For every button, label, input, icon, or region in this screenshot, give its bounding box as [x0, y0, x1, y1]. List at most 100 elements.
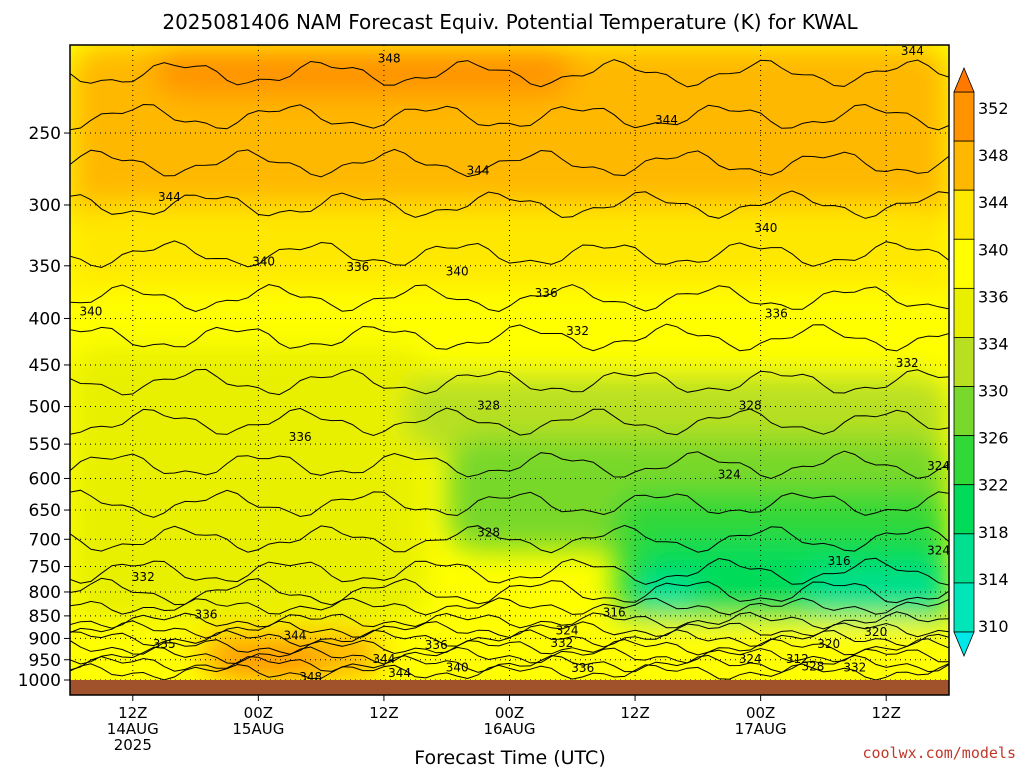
contour-label: 336 [425, 638, 448, 652]
x-tick-label: 00Z [495, 704, 524, 722]
contour-label: 332 [896, 356, 919, 370]
x-tick-label: 00Z [746, 704, 775, 722]
contour-label: 336 [346, 260, 369, 274]
contour-line [70, 283, 949, 313]
y-tick-label: 850 [29, 607, 61, 627]
y-tick-label: 550 [29, 435, 61, 455]
colorbar-swatch [953, 337, 975, 387]
contour-line [70, 323, 949, 352]
contour-label: 312 [786, 652, 809, 666]
colorbar-label: 352 [978, 99, 1009, 118]
colorbar-top-arrow [953, 66, 975, 93]
contour-label: 328 [477, 525, 500, 539]
y-tick-label: 750 [29, 557, 61, 577]
colorbar-label: 314 [978, 570, 1009, 589]
x-tick-label: 00Z [244, 704, 273, 722]
ground-bar [70, 680, 949, 695]
colorbar-swatch [953, 435, 975, 486]
grid-lines [70, 45, 949, 681]
contour-label: 320 [817, 637, 840, 651]
colorbar-label: 310 [978, 617, 1009, 636]
colorbar-swatch [953, 140, 975, 191]
colorbar-label: 326 [978, 429, 1009, 448]
contour-label: 344 [372, 652, 395, 666]
colorbar-bottom-arrow [953, 631, 975, 658]
colorbar-label: 334 [978, 334, 1009, 353]
contour-label: 332 [550, 636, 573, 650]
x-tick-label: 14AUG [107, 720, 159, 738]
contour-label: 344 [158, 190, 181, 204]
contour-line [70, 524, 949, 554]
y-tick-label: 500 [29, 398, 61, 418]
y-tick-label: 450 [29, 356, 61, 376]
contour-label: 340 [446, 264, 469, 278]
contour-line [70, 103, 949, 131]
y-tick-label: 800 [29, 583, 61, 603]
colorbar-label: 330 [978, 382, 1009, 401]
x-axis-label: Forecast Time (UTC) [414, 747, 605, 768]
contour-line [70, 577, 949, 606]
colorbar-label: 322 [978, 476, 1009, 495]
y-axis: 2503003504004505005506006507007508008509… [18, 124, 70, 691]
contour-label: 336 [765, 307, 788, 321]
credit-text: coolwx.com/models [862, 744, 1016, 762]
field-region-314-9 [802, 569, 949, 616]
contour-label: 336 [195, 607, 218, 621]
contour-line [70, 407, 949, 437]
field-region-334-4 [70, 347, 426, 621]
contour-label: 324 [927, 459, 950, 473]
colorbar-label: 340 [978, 240, 1009, 259]
x-tick-label: 12Z [369, 704, 398, 722]
contour-line [70, 597, 949, 616]
colorbar-swatch [953, 287, 975, 338]
contour-label: 336 [571, 661, 594, 675]
contour-label: 340 [79, 305, 102, 319]
contour-label: 324 [718, 467, 741, 481]
y-tick-label: 700 [29, 530, 61, 550]
contour-line [70, 489, 949, 518]
colorbar-swatch [953, 582, 975, 633]
contour-line [70, 450, 949, 480]
contour-label: 344 [901, 44, 924, 58]
contour-label: 324 [927, 543, 950, 557]
contour-label: 340 [252, 254, 275, 268]
x-tick-label: 15AUG [232, 720, 284, 738]
chart-title: 2025081406 NAM Forecast Equiv. Potential… [162, 10, 858, 34]
x-tick-label: 12Z [620, 704, 649, 722]
contour-label: 344 [284, 628, 307, 642]
contour-line [70, 611, 949, 630]
contour-label: 316 [828, 554, 851, 568]
colorbar-label: 348 [978, 146, 1009, 165]
y-tick-label: 1000 [18, 671, 61, 691]
contour-label: 324 [739, 652, 762, 666]
contour-label: 328 [802, 659, 825, 673]
colorbar-swatch [953, 238, 975, 289]
contour-label: 336 [535, 286, 558, 300]
colorbar-swatch [953, 91, 975, 142]
y-tick-label: 250 [29, 124, 61, 144]
contour-label: 328 [477, 399, 500, 413]
colorbar-label: 344 [978, 193, 1009, 212]
colorbar-swatch [953, 484, 975, 535]
contour-label: 316 [603, 606, 626, 620]
contour-label: 340 [754, 221, 777, 235]
colorbar-swatch [953, 189, 975, 240]
field-region-330-5 [404, 373, 949, 452]
y-tick-label: 650 [29, 501, 61, 521]
contour-label: 344 [655, 113, 678, 127]
contour-label: 332 [566, 324, 589, 338]
contour-label: 328 [739, 399, 762, 413]
contour-line [70, 629, 949, 648]
contour-label: 332 [843, 661, 866, 675]
x-tick-label: 17AUG [735, 720, 787, 738]
contour-label: 348 [378, 52, 401, 66]
y-tick-label: 400 [29, 309, 61, 329]
contour-label: 320 [864, 625, 887, 639]
contour-line [70, 654, 949, 673]
contour-label: 336 [289, 430, 312, 444]
contour-label: 344 [388, 666, 411, 680]
field-region-348-13 [216, 647, 322, 680]
contour-line [70, 190, 949, 219]
contour-line [70, 638, 949, 656]
